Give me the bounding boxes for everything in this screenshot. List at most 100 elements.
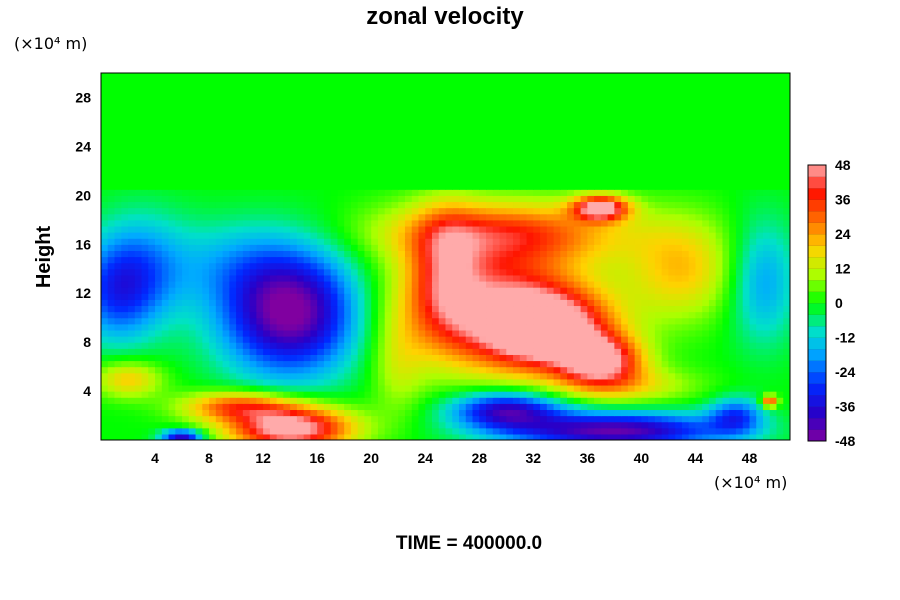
heatmap-cell [783, 176, 790, 184]
heatmap-cell [729, 189, 737, 196]
heatmap-cell [371, 372, 379, 380]
heatmap-cell [756, 219, 764, 227]
heatmap-cell [182, 183, 190, 190]
heatmap-cell [749, 189, 757, 196]
heatmap-cell [269, 146, 278, 154]
heatmap-cell [283, 189, 291, 196]
heatmap-cell [310, 238, 318, 245]
heatmap-cell [445, 268, 453, 276]
heatmap-cell [499, 287, 507, 294]
heatmap-cell [155, 372, 163, 380]
heatmap-cell [155, 329, 163, 337]
heatmap-cell [769, 256, 778, 264]
heatmap-cell [573, 433, 582, 440]
heatmap-cell [776, 287, 784, 294]
heatmap-cell [553, 427, 561, 435]
heatmap-cell [202, 146, 210, 154]
heatmap-cell [614, 250, 622, 258]
heatmap-cell [134, 158, 143, 166]
heatmap-cell [229, 195, 237, 203]
heatmap-cell [573, 213, 582, 221]
heatmap-cell [161, 164, 170, 172]
heatmap-cell [256, 219, 264, 227]
heatmap-cell [256, 354, 264, 362]
heatmap-cell [661, 262, 670, 270]
heatmap-cell [472, 317, 480, 325]
heatmap-cell [567, 360, 575, 368]
heatmap-cell [384, 342, 393, 349]
heatmap-cell [783, 158, 790, 166]
heatmap-cell [783, 384, 790, 392]
heatmap-cell [384, 164, 393, 172]
heatmap-cell [283, 336, 291, 343]
heatmap-cell [546, 189, 555, 196]
heatmap-cell [675, 323, 683, 331]
heatmap-cell [648, 433, 656, 440]
heatmap-cell [128, 366, 136, 374]
heatmap-cell [594, 403, 602, 411]
heatmap-cell [708, 146, 717, 154]
heatmap-cell [742, 238, 751, 245]
heatmap-cell [749, 219, 757, 227]
heatmap-cell [357, 397, 366, 404]
heatmap-cell [742, 372, 751, 380]
heatmap-cell [134, 293, 143, 300]
heatmap-cell [202, 274, 210, 282]
heatmap-cell [452, 238, 460, 245]
heatmap-cell [215, 403, 224, 411]
heatmap-cell [161, 140, 170, 147]
heatmap-cell [377, 176, 386, 184]
heatmap-cell [148, 225, 156, 233]
heatmap-cell [155, 378, 163, 386]
heatmap-cell [303, 378, 312, 386]
heatmap-cell [506, 207, 514, 215]
heatmap-cell [337, 256, 345, 264]
heatmap-cell [256, 274, 264, 282]
heatmap-cell [101, 311, 109, 319]
heatmap-cell [533, 164, 541, 172]
heatmap-cell [323, 268, 332, 276]
heatmap-cell [668, 201, 676, 209]
heatmap-cell [499, 256, 507, 264]
heatmap-cell [695, 384, 703, 392]
heatmap-cell [398, 146, 406, 154]
heatmap-cell [310, 268, 318, 276]
heatmap-cell [296, 183, 305, 190]
heatmap-cell [742, 366, 751, 374]
heatmap-cell [708, 164, 717, 172]
heatmap-cell [121, 336, 129, 343]
heatmap-cell [479, 409, 487, 417]
heatmap-cell [418, 250, 426, 258]
heatmap-cell [398, 384, 406, 392]
heatmap-cell [452, 409, 460, 417]
heatmap-cell [492, 287, 501, 294]
heatmap-cell [479, 140, 487, 147]
heatmap-cell [722, 433, 730, 440]
heatmap-cell [438, 262, 447, 270]
heatmap-cell [236, 421, 244, 429]
heatmap-cell [492, 360, 501, 368]
heatmap-cell [263, 336, 271, 343]
heatmap-cell [533, 354, 541, 362]
heatmap-cell [350, 323, 359, 331]
heatmap-cell [513, 152, 521, 160]
heatmap-cell [384, 207, 393, 215]
heatmap-cell [114, 427, 122, 435]
heatmap-cell [418, 372, 426, 380]
heatmap-cell [188, 158, 197, 166]
heatmap-cell [121, 421, 129, 429]
heatmap-cell [222, 360, 230, 368]
heatmap-cell [600, 427, 609, 435]
heatmap-cell [195, 213, 203, 221]
heatmap-cell [729, 384, 737, 392]
heatmap-cell [783, 195, 790, 203]
heatmap-cell [533, 311, 541, 319]
heatmap-cell [486, 183, 494, 190]
heatmap-cell [776, 360, 784, 368]
heatmap-cell [195, 354, 203, 362]
heatmap-cell [546, 311, 555, 319]
heatmap-cell [702, 415, 710, 423]
heatmap-cell [121, 219, 129, 227]
heatmap-cell [546, 384, 555, 392]
heatmap-cell [418, 329, 426, 337]
